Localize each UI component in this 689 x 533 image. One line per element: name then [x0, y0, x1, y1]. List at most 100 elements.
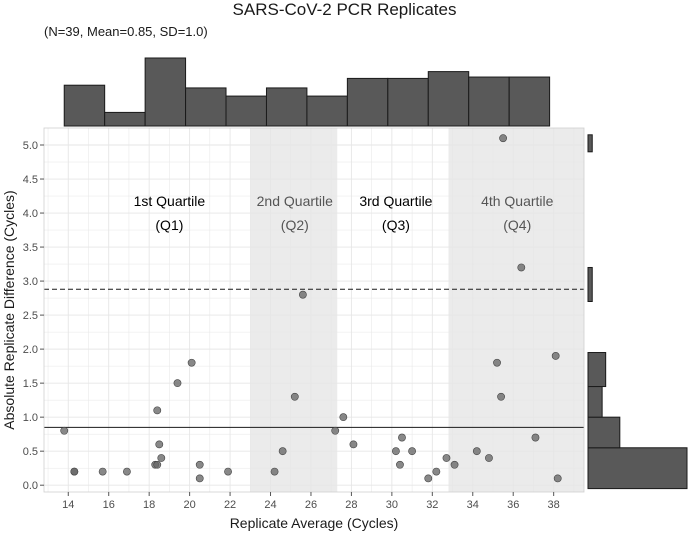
quartile-label-title: 1st Quartile — [134, 193, 206, 209]
y-tick-label: 3.0 — [23, 276, 38, 288]
quartile-label-4: 4th Quartile (Q4) — [481, 193, 554, 233]
quartile-label-code: (Q4) — [503, 217, 531, 233]
x-tick-label: 32 — [426, 499, 438, 511]
x-tick-label: 24 — [264, 499, 276, 511]
y-tick-label: 1.0 — [23, 412, 38, 424]
top-histogram-bar — [508, 76, 551, 127]
top-histogram — [63, 57, 551, 127]
top-histogram-bar — [387, 77, 429, 127]
x-tick-label: 16 — [103, 499, 115, 511]
data-point — [290, 392, 299, 401]
data-point — [485, 454, 493, 462]
chart-title: SARS-CoV-2 PCR Replicates — [232, 0, 457, 19]
chart-subtitle: (N=39, Mean=0.85, SD=1.0) — [44, 24, 208, 39]
quartile-label-title: 4th Quartile — [481, 193, 554, 209]
data-point — [270, 467, 279, 476]
data-point — [278, 447, 287, 456]
y-tick-label: 3.5 — [23, 242, 38, 254]
data-point — [339, 413, 348, 422]
data-point — [499, 134, 508, 143]
data-point — [398, 433, 406, 442]
data-point — [98, 467, 107, 476]
right-histogram-bar — [587, 447, 688, 490]
x-tick-label: 34 — [467, 499, 479, 511]
quartile-label-title: 3rd Quartile — [359, 193, 432, 209]
right-histogram-bar — [587, 386, 603, 418]
data-point — [298, 290, 307, 299]
right-histogram — [587, 134, 688, 490]
x-tick-label: 28 — [345, 499, 357, 511]
y-axis-title: Absolute Replicate Difference (Cycles) — [1, 190, 17, 429]
data-point — [408, 447, 416, 456]
data-point — [123, 467, 131, 476]
quartile-shade — [250, 128, 338, 492]
y-tick-label: 1.5 — [23, 378, 38, 390]
top-histogram-bar — [468, 76, 510, 127]
data-point — [497, 392, 505, 401]
top-histogram-bar — [306, 95, 348, 127]
data-point — [155, 440, 164, 449]
main-plot-panel: 1st Quartile (Q1) 2nd Quartile (Q2) 3rd Quar… — [1, 127, 585, 531]
data-point — [187, 358, 196, 367]
y-tick-label: 2.5 — [23, 310, 38, 322]
right-histogram-bar — [587, 134, 593, 153]
y-tick-label: 4.5 — [23, 174, 38, 186]
quartile-label-3: 3rd Quartile (Q3) — [359, 193, 432, 233]
x-tick-label: 20 — [183, 499, 195, 511]
data-point — [450, 460, 459, 469]
data-point — [551, 352, 560, 360]
x-tick-label: 22 — [224, 499, 236, 511]
data-point — [472, 447, 481, 456]
data-point — [432, 467, 441, 476]
y-tick-label: 0.0 — [23, 480, 38, 492]
data-point — [224, 467, 232, 476]
data-point — [424, 474, 433, 483]
quartile-shade — [448, 128, 584, 492]
data-point — [331, 426, 340, 435]
data-point — [442, 454, 451, 462]
quartile-label-2: 2nd Quartile (Q2) — [257, 193, 333, 233]
top-histogram-bar — [346, 77, 389, 127]
data-point — [553, 474, 562, 483]
data-point — [531, 433, 540, 442]
data-point — [349, 440, 358, 449]
data-point — [195, 474, 204, 483]
data-point — [392, 447, 400, 456]
data-point — [60, 426, 69, 435]
right-histogram-bar — [587, 352, 607, 388]
data-point — [153, 460, 162, 469]
quartile-label-code: (Q1) — [155, 217, 183, 233]
y-tick-label: 0.5 — [23, 446, 38, 458]
data-point — [517, 263, 526, 272]
quartile-label-code: (Q3) — [382, 217, 410, 233]
x-tick-label: 26 — [305, 499, 317, 511]
right-histogram-bar — [587, 266, 593, 302]
x-tick-label: 18 — [143, 499, 155, 511]
quartile-label-title: 2nd Quartile — [257, 193, 333, 209]
data-point — [70, 467, 79, 476]
data-point — [173, 379, 182, 388]
right-histogram-bar — [587, 416, 621, 449]
top-histogram-bar — [265, 87, 308, 127]
y-tick-label: 4.0 — [23, 208, 38, 220]
data-point — [157, 454, 166, 462]
x-axis-title: Replicate Average (Cycles) — [230, 515, 399, 531]
data-point — [493, 358, 501, 367]
x-tick-label: 30 — [386, 499, 398, 511]
top-histogram-bar — [144, 57, 187, 127]
quartile-label-code: (Q2) — [281, 217, 309, 233]
y-tick-label: 5.0 — [23, 140, 38, 152]
top-histogram-bar — [63, 84, 106, 127]
data-point — [153, 406, 162, 415]
quartile-label-1: 1st Quartile (Q1) — [134, 193, 206, 233]
y-tick-label: 2.0 — [23, 344, 38, 356]
x-tick-label: 38 — [548, 499, 560, 511]
top-histogram-bar — [104, 111, 146, 127]
plot-border — [43, 127, 585, 493]
top-histogram-bar — [185, 87, 227, 127]
x-tick-label: 14 — [62, 499, 74, 511]
data-point — [195, 460, 204, 469]
top-histogram-bar — [427, 71, 470, 127]
data-point — [396, 460, 404, 469]
